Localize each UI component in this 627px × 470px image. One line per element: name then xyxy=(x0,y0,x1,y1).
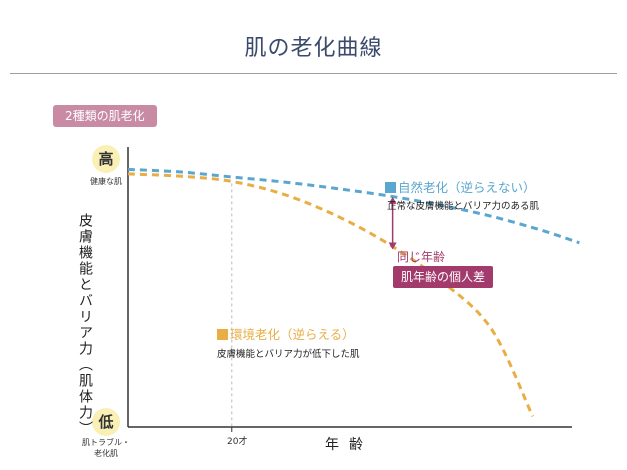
y-low-note-line1: 肌トラブル・ xyxy=(82,438,130,447)
legend-natural-title: 自然老化（逆らえない） xyxy=(398,180,536,195)
environmental-aging-line xyxy=(127,172,535,418)
x-axis-label: 年齢 xyxy=(325,437,373,453)
skin-age-difference-box: 肌年齢の個人差 xyxy=(393,266,494,288)
title-divider xyxy=(10,73,617,74)
legend-natural-aging: 自然老化（逆らえない） xyxy=(385,177,536,196)
natural-aging-line xyxy=(127,167,580,245)
legend-env-swatch xyxy=(217,329,228,340)
y-low-note: 肌トラブル・ 老化肌 xyxy=(74,437,138,459)
legend-natural-desc: 正常な皮膚機能とバリア力のある肌 xyxy=(387,201,540,212)
page-title: 肌の老化曲線 xyxy=(244,36,383,61)
difference-arrow xyxy=(388,196,397,250)
y-low-note-line2: 老化肌 xyxy=(94,449,118,458)
y-high-marker: 高 xyxy=(92,145,120,173)
y-axis-label: 皮膚機能とバリア力（肌体力） xyxy=(77,213,93,437)
y-low-marker: 低 xyxy=(92,408,120,436)
legend-natural-swatch xyxy=(385,182,396,193)
x-tick-label: 20才 xyxy=(227,437,248,447)
section-badge: 2種類の肌老化 xyxy=(53,105,157,127)
legend-env-title: 環境老化（逆らえる） xyxy=(230,327,355,342)
same-age-label: 同じ年齢 xyxy=(397,250,446,264)
legend-environmental-aging: 環境老化（逆らえる） xyxy=(217,324,355,343)
y-high-note: 健康な肌 xyxy=(90,177,122,186)
legend-env-desc: 皮膚機能とバリア力が低下した肌 xyxy=(217,349,360,360)
